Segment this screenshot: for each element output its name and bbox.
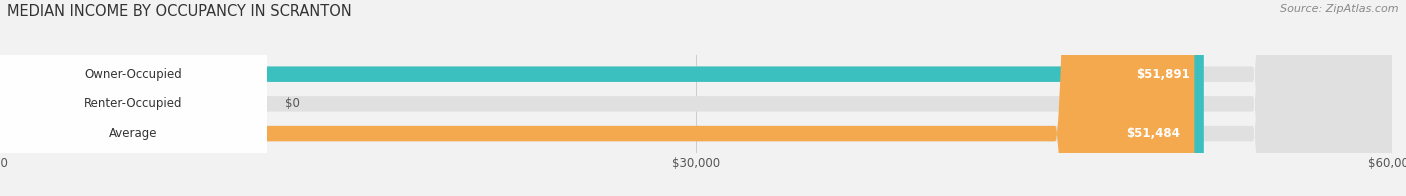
- Text: $51,484: $51,484: [1126, 127, 1181, 140]
- FancyBboxPatch shape: [0, 0, 1204, 196]
- FancyBboxPatch shape: [0, 0, 267, 196]
- Text: $51,891: $51,891: [1136, 68, 1189, 81]
- Text: $0: $0: [285, 97, 301, 110]
- Text: MEDIAN INCOME BY OCCUPANCY IN SCRANTON: MEDIAN INCOME BY OCCUPANCY IN SCRANTON: [7, 4, 351, 19]
- Text: Source: ZipAtlas.com: Source: ZipAtlas.com: [1281, 4, 1399, 14]
- FancyBboxPatch shape: [0, 0, 267, 196]
- FancyBboxPatch shape: [0, 0, 267, 196]
- FancyBboxPatch shape: [0, 0, 1194, 196]
- Text: Owner-Occupied: Owner-Occupied: [84, 68, 183, 81]
- Text: Renter-Occupied: Renter-Occupied: [84, 97, 183, 110]
- Text: Average: Average: [110, 127, 157, 140]
